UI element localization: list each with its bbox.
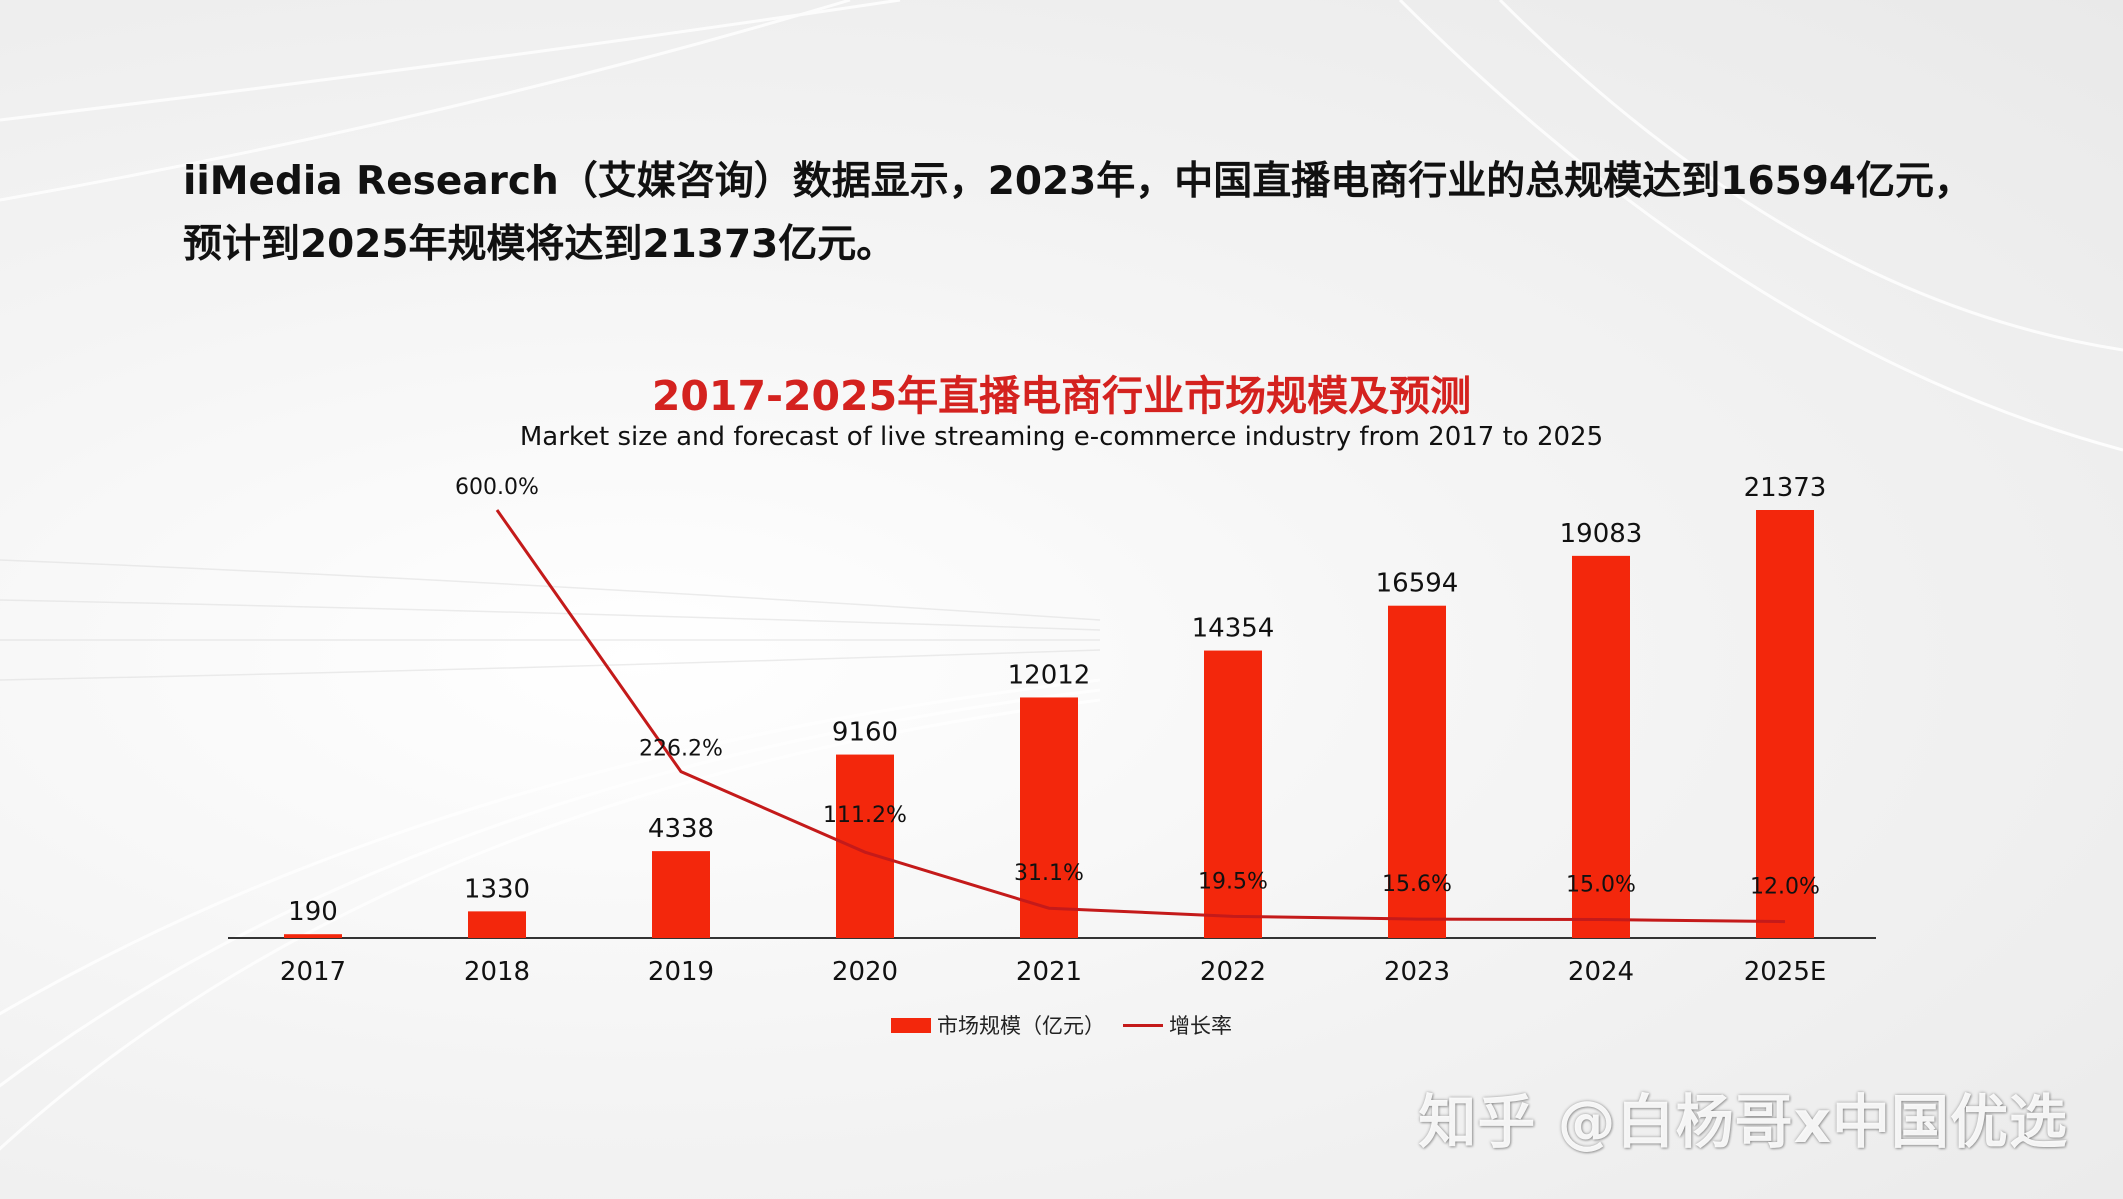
legend-item-line: 增长率 (1123, 1010, 1232, 1040)
legend-swatch-bar (891, 1017, 931, 1033)
x-tick-label-2021: 2021 (1016, 957, 1082, 987)
growth-label-2021: 31.1% (1014, 861, 1084, 886)
growth-rate-line (495, 509, 1786, 924)
bar-value-label-2025E: 21373 (1744, 473, 1827, 503)
chart-subtitle: Market size and forecast of live streami… (519, 422, 1604, 452)
bar-2021 (1020, 697, 1078, 938)
x-tick-label-2019: 2019 (648, 957, 714, 987)
growth-label-2018: 600.0% (455, 475, 539, 500)
growth-label-2019: 226.2% (639, 737, 723, 762)
bar-2018 (468, 911, 526, 938)
growth-label-2023: 15.6% (1382, 872, 1452, 897)
legend-swatch-line (1123, 1023, 1163, 1027)
legend-label-line: 增长率 (1169, 1014, 1232, 1038)
bar-value-label-2024: 19083 (1560, 519, 1643, 549)
watermark-text: 知乎 @白杨哥x中国优选 (1418, 1088, 2068, 1156)
intro-text: iiMedia Research（艾媒咨询）数据显示，2023年，中国直播电商行… (183, 150, 1983, 276)
x-tick-label-2024: 2024 (1568, 957, 1634, 987)
x-tick-label-2022: 2022 (1200, 957, 1266, 987)
bar-2024 (1572, 555, 1630, 938)
legend-label-bar: 市场规模（亿元） (937, 1014, 1105, 1038)
bar-2020 (836, 754, 894, 938)
bar-2025E (1756, 510, 1814, 938)
x-tick-label-2017: 2017 (280, 957, 346, 987)
growth-label-2024: 15.0% (1566, 873, 1636, 898)
bar-value-label-2018: 1330 (464, 874, 530, 904)
x-tick-label-2020: 2020 (832, 957, 898, 987)
growth-label-2022: 19.5% (1198, 869, 1268, 894)
intro-line-2: 预计到2025年规模将达到21373亿元。 (183, 222, 896, 267)
x-tick-label-2018: 2018 (464, 957, 530, 987)
bar-value-label-2022: 14354 (1192, 614, 1275, 644)
bar-value-label-2017: 190 (288, 897, 338, 927)
bar-value-label-2023: 16594 (1376, 569, 1459, 599)
intro-line-1: iiMedia Research（艾媒咨询）数据显示，2023年，中国直播电商行… (183, 159, 1973, 204)
bar-2022 (1204, 650, 1262, 938)
bar-2017 (284, 934, 342, 938)
bar-value-label-2019: 4338 (648, 814, 714, 844)
chart-legend: 市场规模（亿元） 增长率 (0, 1010, 2123, 1040)
chart-title: 2017-2025年直播电商行业市场规模及预测 (651, 372, 1472, 420)
growth-label-2025E: 12.0% (1750, 875, 1820, 900)
bar-value-label-2021: 12012 (1008, 660, 1091, 690)
bar-2019 (652, 851, 710, 938)
x-tick-label-2025E: 2025E (1744, 957, 1827, 987)
bar-value-label-2020: 9160 (832, 718, 898, 748)
growth-label-2020: 111.2% (823, 803, 907, 828)
legend-item-bar: 市场规模（亿元） (891, 1010, 1105, 1040)
bar-2023 (1388, 605, 1446, 938)
x-tick-label-2023: 2023 (1384, 957, 1450, 987)
